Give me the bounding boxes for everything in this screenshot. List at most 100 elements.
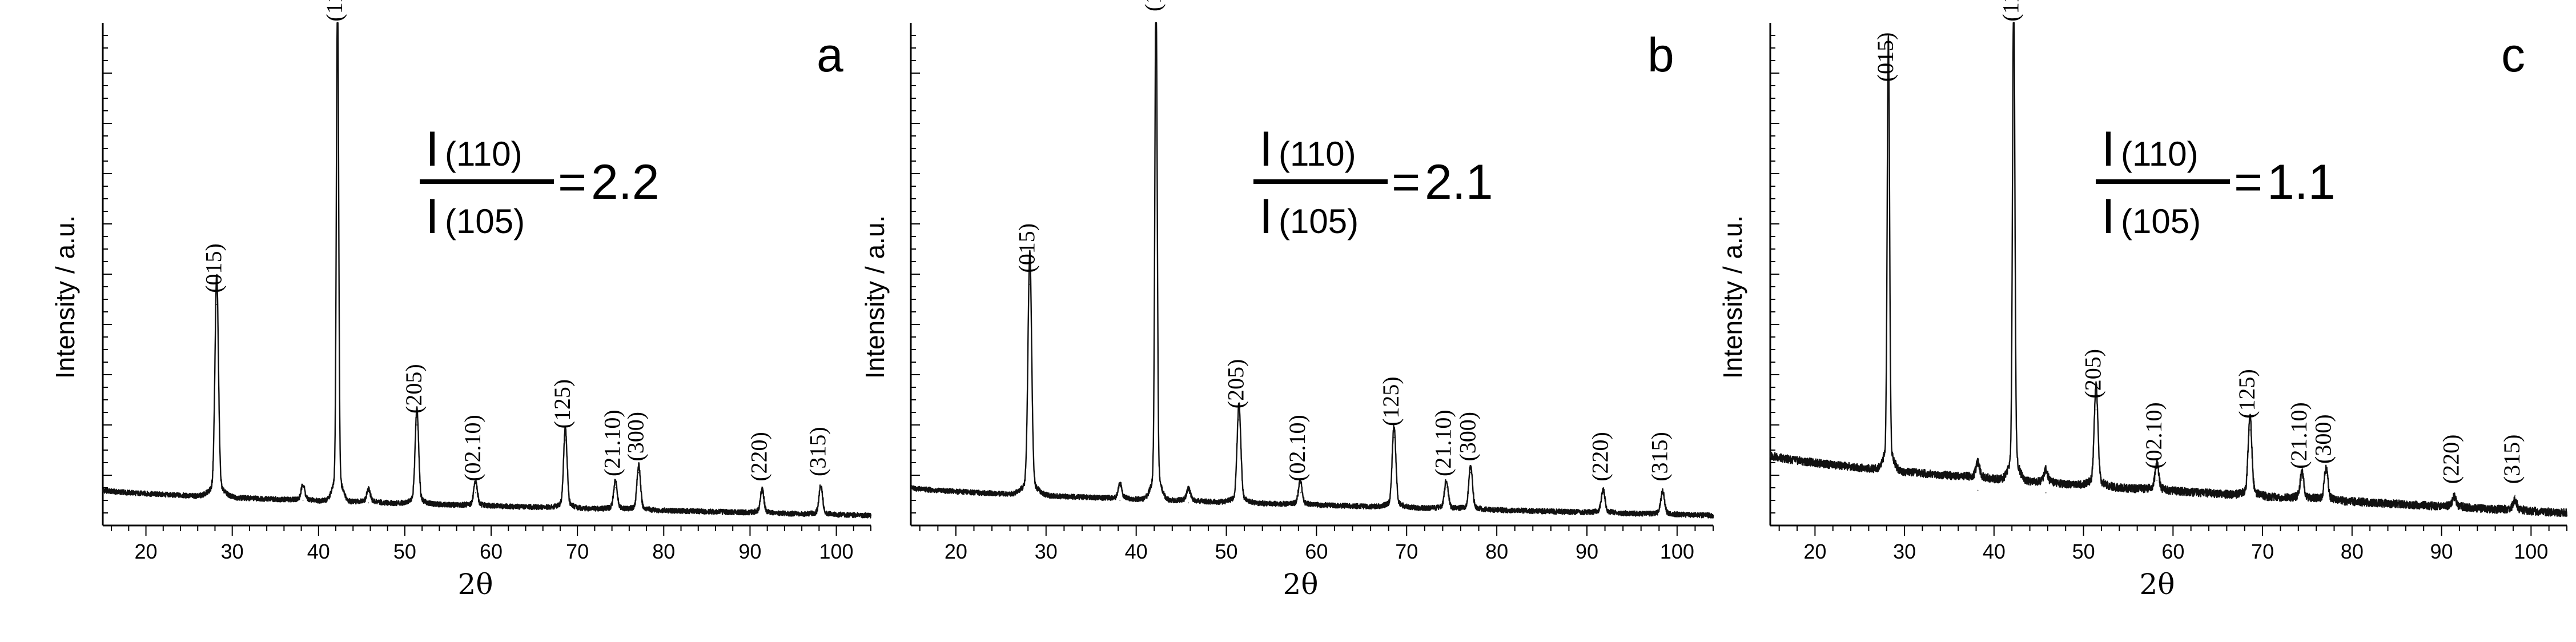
ratio-numerator: I: [1259, 122, 1273, 176]
peak-label: (205): [401, 364, 427, 414]
ratio-equals: =: [558, 155, 586, 210]
x-tick-label: 100: [819, 540, 854, 563]
intensity-ratio-annotation: I (110)I (105) = 2.1: [1253, 122, 1493, 244]
ratio-numerator: I: [425, 122, 439, 176]
x-tick-label: 100: [1660, 540, 1694, 563]
peak-label: (220): [746, 432, 772, 482]
peak-point: [337, 32, 338, 34]
ratio-denominator: I: [425, 189, 439, 244]
panel-letter: b: [1647, 28, 1674, 82]
peak-point: [820, 487, 822, 488]
peak-label: (21.10): [1430, 410, 1456, 476]
x-tick-label: 70: [1395, 540, 1418, 563]
diffraction-pattern-line: [910, 22, 1714, 519]
ratio-numerator-subscript: (110): [2121, 135, 2199, 173]
peak-point: [2095, 409, 2097, 411]
peak-label: (02.10): [1284, 415, 1310, 482]
panels: 20 30 40 50 60 70 80 90 100 2θ Intensity / a.u. a (0…: [50, 0, 2568, 601]
ratio-numerator-subscript: (110): [445, 135, 523, 173]
peak-label: (02.10): [2141, 402, 2167, 469]
peak-label: (315): [1647, 432, 1673, 482]
peak-point: [416, 424, 417, 426]
x-tick-label: 90: [2430, 540, 2453, 563]
x-tick-label: 40: [307, 540, 330, 563]
ratio-value: 1.1: [2267, 155, 2336, 210]
peak-label: (205): [2080, 349, 2106, 399]
chart-panel-c: 20 30 40 50 60 70 80 90 100 2θ Intensity / a.u. c (0…: [1718, 0, 2568, 601]
x-tick-label: 30: [1035, 540, 1058, 563]
peak-point: [1188, 502, 1189, 504]
peak-label: (315): [805, 427, 830, 476]
x-tick-label: 80: [652, 540, 675, 563]
panel-letter: a: [817, 28, 843, 82]
peak-label: (125): [1378, 376, 1404, 426]
peak-point: [614, 487, 616, 488]
peak-point: [475, 492, 476, 493]
peak-label: (220): [1587, 432, 1613, 482]
diffraction-pattern-line: [102, 22, 872, 519]
peak-point: [1300, 492, 1301, 493]
peak-point: [638, 472, 640, 474]
peak-point: [302, 500, 304, 501]
peak-point: [1662, 492, 1663, 493]
ratio-denominator: I: [1259, 189, 1273, 244]
x-tick-label: 100: [2514, 540, 2548, 563]
peak-label: (02.10): [460, 415, 485, 482]
peak-point: [1029, 283, 1031, 285]
peak-point: [1155, 22, 1157, 23]
x-tick-label: 50: [393, 540, 416, 563]
ratio-denominator: I: [2101, 189, 2115, 244]
ratio-value: 2.2: [591, 155, 660, 210]
x-tick-label: 20: [945, 540, 967, 563]
x-tick-label: 60: [1305, 540, 1328, 563]
x-tick-label: 90: [1576, 540, 1598, 563]
x-tick-label: 30: [221, 540, 244, 563]
ratio-numerator-subscript: (110): [1279, 135, 1356, 173]
panel-letter: c: [2501, 28, 2525, 82]
peak-label: (220): [2438, 435, 2464, 484]
peak-point: [1470, 472, 1472, 474]
peak-point: [1445, 487, 1447, 488]
peak-label: (315): [2499, 435, 2525, 484]
x-tick-label: 30: [1893, 540, 1916, 563]
x-tick-label: 40: [1983, 540, 2006, 563]
x-axis-label: 2θ: [2140, 568, 2175, 601]
peak-label: (110): [1998, 0, 2023, 22]
peak-point: [1602, 492, 1604, 493]
y-axis-label: Intensity / a.u.: [50, 215, 80, 379]
chart-panel-a: 20 30 40 50 60 70 80 90 100 2θ Intensity / a.u. a (0…: [50, 0, 872, 601]
x-tick-label: 50: [2072, 540, 2095, 563]
intensity-ratio-annotation: I (110)I (105) = 1.1: [2096, 122, 2336, 244]
peak-point: [2301, 480, 2302, 481]
peak-point: [1977, 489, 1979, 491]
x-tick-label: 60: [480, 540, 503, 563]
x-tick-label: 80: [2341, 540, 2364, 563]
peak-label: (125): [549, 379, 575, 429]
ratio-denominator-subscript: (105): [1279, 202, 1359, 240]
peak-label: (125): [2234, 369, 2260, 419]
ratio-numerator: I: [2101, 122, 2115, 176]
peak-label: (300): [1454, 412, 1480, 462]
ratio-denominator-subscript: (105): [2121, 202, 2201, 240]
chart-panel-b: 20 30 40 50 60 70 80 90 100 2θ Intensity / a.u. b (0…: [860, 0, 1714, 601]
y-axis-label: Intensity / a.u.: [1718, 215, 1747, 379]
peak-point: [2156, 480, 2157, 481]
x-axis-label: 2θ: [458, 568, 493, 601]
x-tick-label: 80: [1485, 540, 1508, 563]
peak-label: (205): [1223, 359, 1249, 409]
peak-label: (21.10): [600, 410, 625, 476]
x-axis-label: 2θ: [1283, 568, 1319, 601]
peak-point: [2013, 32, 2015, 34]
x-tick-label: 40: [1125, 540, 1148, 563]
peak-label: (015): [1872, 33, 1898, 82]
ratio-denominator-subscript: (105): [445, 202, 525, 240]
x-tick-label: 70: [566, 540, 589, 563]
peak-point: [565, 439, 566, 441]
diffraction-pattern-line: [1769, 22, 2568, 517]
peak-point: [1119, 500, 1121, 501]
peak-label: (110): [322, 0, 347, 22]
peak-label: (300): [2310, 414, 2336, 464]
peak-label: (300): [622, 412, 648, 462]
ratio-equals: =: [1392, 155, 1420, 210]
